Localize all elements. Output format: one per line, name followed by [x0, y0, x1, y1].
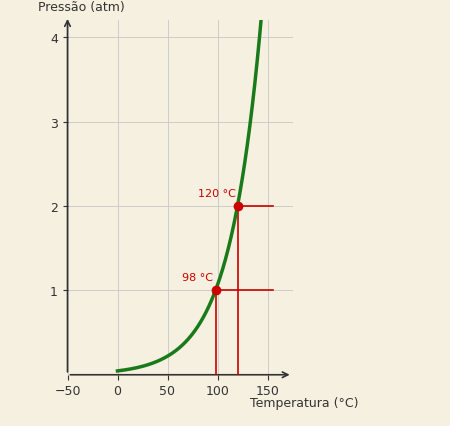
Text: 120 °C: 120 °C	[198, 188, 235, 199]
X-axis label: Temperatura (°C): Temperatura (°C)	[249, 396, 358, 409]
Text: 98 °C: 98 °C	[183, 273, 213, 282]
Y-axis label: Pressão (atm): Pressão (atm)	[38, 1, 125, 14]
